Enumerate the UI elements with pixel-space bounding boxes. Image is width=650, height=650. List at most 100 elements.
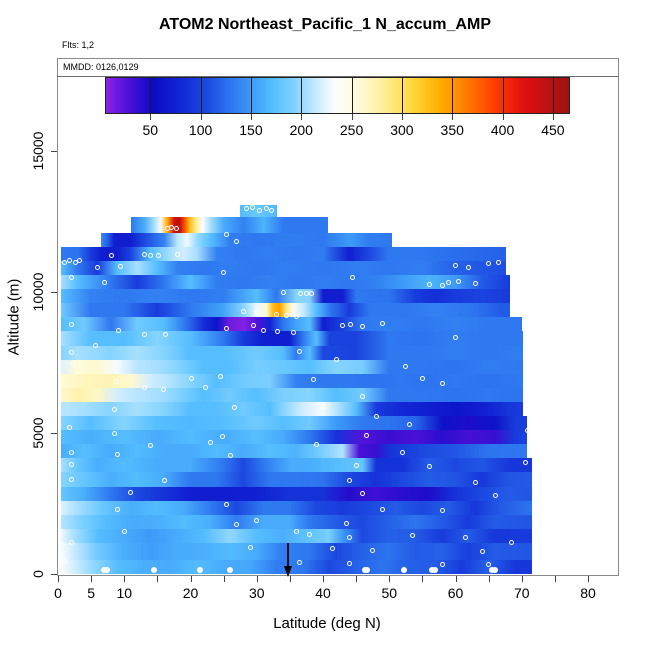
surface-marker <box>491 566 498 573</box>
sample-marker <box>92 342 98 348</box>
x-axis-tick <box>223 576 225 582</box>
y-axis-tick-label: 15000 <box>30 131 46 171</box>
heatmap-row <box>61 359 524 374</box>
y-axis-tick-label: 5000 <box>30 417 46 449</box>
sample-marker <box>439 381 445 387</box>
sample-marker <box>221 269 227 275</box>
sample-marker <box>509 540 515 546</box>
sample-marker <box>174 226 180 232</box>
sample-marker <box>353 462 359 468</box>
x-axis-tick <box>58 576 59 582</box>
x-axis-tick-label: 40 <box>315 585 331 601</box>
heatmap-row <box>61 444 528 459</box>
sample-marker <box>162 331 168 337</box>
sample-marker <box>224 326 230 332</box>
colorbar-tick <box>351 114 353 120</box>
sample-marker <box>256 207 262 213</box>
sample-marker <box>128 489 134 495</box>
sample-marker <box>264 206 270 212</box>
sample-marker <box>250 323 256 329</box>
sample-marker <box>360 491 366 497</box>
sample-marker <box>347 534 352 540</box>
sample-marker <box>453 262 458 268</box>
sample-marker <box>68 450 74 456</box>
sample-marker <box>76 258 82 264</box>
heatmap-row <box>61 500 533 515</box>
sample-marker <box>101 279 107 285</box>
heatmap-row <box>61 430 528 445</box>
sample-marker <box>380 506 386 512</box>
heatmap-row <box>61 416 528 431</box>
sample-marker <box>95 264 101 270</box>
x-axis-tick <box>124 576 126 582</box>
sample-marker <box>161 478 167 484</box>
sample-marker <box>456 279 462 285</box>
sample-marker <box>486 562 492 568</box>
surface-marker <box>364 566 371 573</box>
y-axis-tick-label: 10000 <box>30 272 46 312</box>
sample-marker <box>254 517 260 523</box>
sample-marker <box>373 413 379 419</box>
colorbar-tick-label: 400 <box>490 122 515 138</box>
sample-marker <box>303 291 309 297</box>
sample-marker <box>67 424 73 430</box>
sample-marker <box>116 327 122 333</box>
sample-marker <box>347 478 352 484</box>
heatmap-row <box>101 232 392 247</box>
surface-marker <box>197 566 204 573</box>
colorbar-tick <box>452 114 454 120</box>
sample-marker <box>234 238 240 244</box>
colorbar-tick <box>401 114 403 120</box>
sample-marker <box>141 252 147 258</box>
sample-marker <box>189 375 195 381</box>
sample-marker <box>462 534 468 540</box>
heatmap-row <box>61 514 533 529</box>
sample-marker <box>496 259 502 265</box>
x-axis-tick <box>157 576 159 582</box>
x-axis-tick <box>488 576 490 582</box>
sample-marker <box>164 226 170 232</box>
sample-marker <box>69 350 75 356</box>
surface-marker <box>151 566 158 573</box>
sample-marker <box>141 331 147 337</box>
sample-marker <box>453 207 458 213</box>
heatmap-row <box>61 458 532 473</box>
x-axis-tick-label: 10 <box>116 585 133 601</box>
sample-marker <box>479 548 485 554</box>
colorbar <box>105 77 570 114</box>
heatmap-row <box>61 528 533 543</box>
x-axis-tick-label: 0 <box>54 585 62 601</box>
sample-marker <box>466 264 472 270</box>
colorbar-divider-line <box>552 77 554 114</box>
sample-marker <box>274 312 280 318</box>
x-axis-tick <box>256 576 258 582</box>
y-axis-title: Altitude (m) <box>5 278 23 356</box>
sample-marker <box>474 209 480 215</box>
colorbar-tick <box>150 114 152 120</box>
heatmap-row <box>130 217 328 233</box>
sample-marker <box>347 560 352 566</box>
sample-marker <box>403 364 409 370</box>
sample-marker <box>333 357 339 363</box>
y-axis-tick-label: 0 <box>30 570 46 578</box>
x-axis-title: Latitude (deg N) <box>273 615 381 632</box>
colorbar-divider-line <box>401 77 403 114</box>
colorbar-tick <box>250 114 252 120</box>
sample-marker <box>62 259 68 265</box>
sample-marker <box>280 290 286 296</box>
heatmap-row <box>61 387 524 402</box>
x-axis-tick <box>455 576 457 582</box>
sample-marker <box>147 443 153 449</box>
colorbar-divider-line <box>200 77 202 114</box>
sample-marker <box>290 329 296 335</box>
sample-marker <box>363 433 369 439</box>
sample-marker <box>224 502 230 508</box>
colorbar-tick <box>502 114 504 120</box>
y-axis-tick <box>51 433 57 434</box>
sample-marker <box>247 544 253 550</box>
heatmap-row <box>61 289 510 304</box>
sample-marker <box>115 451 121 457</box>
sample-marker <box>284 313 290 319</box>
sample-marker <box>148 253 154 259</box>
sample-marker <box>217 374 223 380</box>
